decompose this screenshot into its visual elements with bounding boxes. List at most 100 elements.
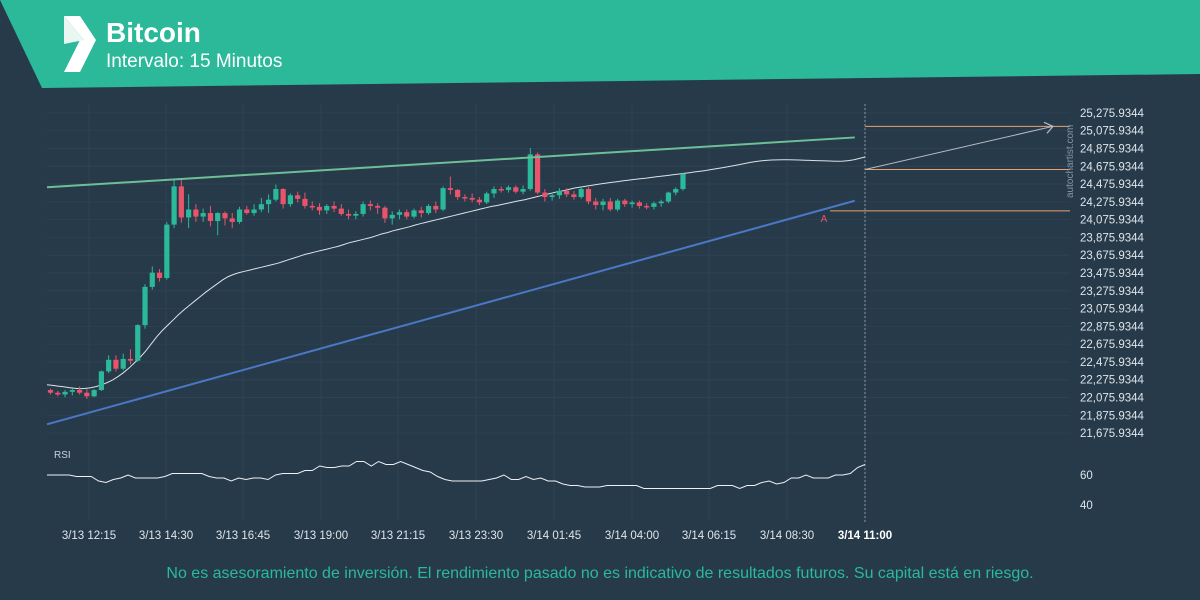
candle bbox=[171, 179, 177, 229]
watermark: autochartist.com bbox=[1065, 125, 1076, 198]
candle-body bbox=[673, 189, 679, 193]
candle-body bbox=[571, 194, 577, 198]
candle-body bbox=[91, 390, 97, 397]
price-levels: A bbox=[821, 121, 1070, 225]
y-tick-label: 23,675.9344 bbox=[1080, 250, 1145, 262]
candle bbox=[425, 204, 432, 215]
candle bbox=[585, 187, 592, 205]
y-tick-label: 24,075.9344 bbox=[1080, 215, 1145, 227]
candle bbox=[673, 187, 679, 196]
candle bbox=[55, 390, 61, 397]
candle-body bbox=[156, 272, 163, 278]
candle bbox=[120, 353, 126, 371]
candle bbox=[47, 388, 54, 395]
candle-body bbox=[47, 390, 54, 393]
y-tick-label: 21,875.9344 bbox=[1080, 410, 1145, 422]
candle-body bbox=[491, 189, 497, 194]
candle bbox=[302, 192, 308, 209]
header-banner bbox=[0, 0, 1200, 88]
candle bbox=[651, 201, 657, 210]
rsi-label: RSI bbox=[54, 450, 71, 461]
candle bbox=[600, 198, 606, 211]
candle-body bbox=[520, 189, 526, 192]
candle-body bbox=[658, 201, 664, 204]
price-chart: A 25,275.9344 25,075.9344 24,875.9344 24,67… bbox=[46, 104, 1145, 542]
candle bbox=[156, 269, 163, 282]
x-tick-label: 3/14 01:45 bbox=[527, 530, 581, 542]
candle bbox=[549, 192, 555, 201]
x-tick-label: 3/13 14:30 bbox=[139, 530, 193, 542]
candle-body bbox=[505, 187, 512, 190]
candle bbox=[236, 206, 243, 224]
candle bbox=[556, 188, 562, 199]
candle-body bbox=[534, 154, 541, 193]
candle-body bbox=[331, 205, 337, 209]
candle bbox=[629, 200, 635, 208]
candle bbox=[360, 201, 366, 217]
candle bbox=[564, 188, 570, 198]
candle bbox=[215, 212, 221, 236]
candle bbox=[280, 188, 286, 209]
x-tick-label: 3/13 23:30 bbox=[449, 530, 503, 542]
candle bbox=[636, 200, 642, 209]
candle bbox=[207, 205, 214, 227]
candle bbox=[469, 193, 475, 203]
candle-body bbox=[98, 371, 104, 391]
y-axis: 25,275.9344 25,075.9344 24,875.9344 24,675.… bbox=[1080, 108, 1145, 440]
candle-body bbox=[324, 205, 330, 211]
candle-body bbox=[69, 390, 75, 392]
candle-body bbox=[680, 173, 686, 190]
candle bbox=[462, 194, 468, 202]
candle bbox=[149, 266, 155, 290]
candle bbox=[222, 211, 228, 226]
projection-arrowhead bbox=[1043, 121, 1054, 134]
candle bbox=[127, 349, 134, 365]
rsi-line bbox=[47, 460, 866, 490]
candle-body bbox=[513, 187, 519, 192]
candle bbox=[251, 204, 257, 216]
candle-body bbox=[433, 205, 439, 210]
candle bbox=[389, 211, 395, 225]
candle-body bbox=[113, 359, 119, 369]
candle bbox=[513, 185, 519, 194]
x-tick-label: 3/14 08:30 bbox=[760, 530, 814, 542]
candle bbox=[186, 194, 192, 229]
candle bbox=[484, 191, 490, 205]
candle-body bbox=[622, 200, 628, 205]
candle-body bbox=[578, 189, 584, 198]
candle bbox=[622, 198, 628, 207]
candle bbox=[345, 209, 352, 220]
candle bbox=[331, 201, 337, 213]
pattern-label: A bbox=[821, 214, 828, 225]
candle bbox=[229, 213, 235, 229]
candle bbox=[338, 204, 344, 216]
candle-body bbox=[338, 208, 344, 214]
candle-body bbox=[629, 202, 635, 205]
candle bbox=[578, 187, 584, 199]
page-title: Bitcoin bbox=[106, 17, 201, 48]
y-tick-label: 24,275.9344 bbox=[1080, 197, 1145, 209]
y-tick-label: 22,675.9344 bbox=[1080, 339, 1145, 351]
y-tick-label: 23,075.9344 bbox=[1080, 304, 1145, 316]
y-tick-label: 22,275.9344 bbox=[1080, 375, 1145, 387]
y-tick-label: 24,875.9344 bbox=[1080, 143, 1145, 155]
y-tick-label: 25,275.9344 bbox=[1080, 108, 1145, 120]
candle-body bbox=[396, 212, 403, 215]
candle bbox=[505, 185, 512, 193]
candle bbox=[665, 191, 672, 204]
candle bbox=[498, 186, 504, 193]
candle bbox=[644, 203, 650, 210]
candle bbox=[135, 324, 141, 362]
candle-body bbox=[614, 200, 621, 210]
candle-body bbox=[280, 189, 286, 205]
candle-body bbox=[360, 204, 366, 214]
candle-body bbox=[236, 209, 243, 222]
chart-grid bbox=[47, 104, 1070, 522]
candle bbox=[353, 211, 359, 220]
candle-body bbox=[651, 203, 657, 207]
candle bbox=[324, 204, 330, 214]
candle bbox=[542, 189, 548, 202]
candle bbox=[69, 388, 75, 396]
candle-body bbox=[476, 199, 483, 203]
candle bbox=[447, 176, 453, 195]
